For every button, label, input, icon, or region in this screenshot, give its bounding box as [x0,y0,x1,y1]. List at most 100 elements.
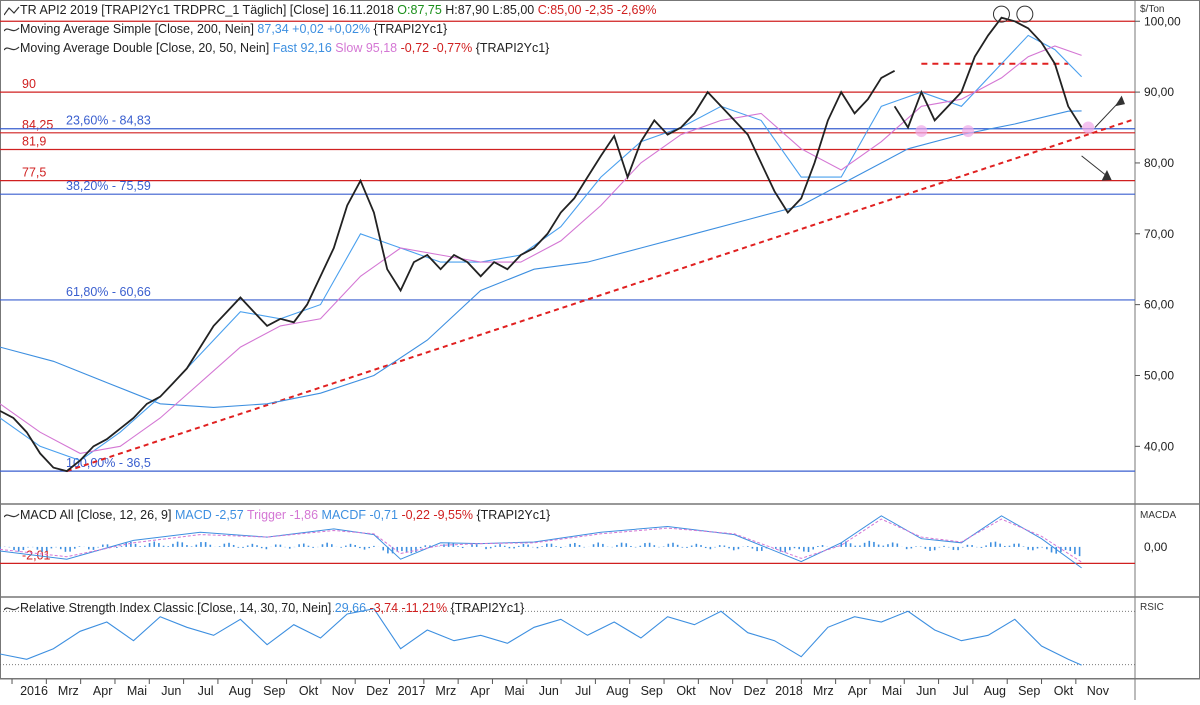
x-tick-label: Jun [161,684,181,698]
high-low-value: H:87,90 L:85,00 [445,3,535,17]
slow-ma-line [0,45,1082,454]
arrow-down-head [1101,170,1112,181]
x-tick-label: Aug [229,684,251,698]
x-tick-label: 2016 [20,684,48,698]
x-tick-label: Mai [882,684,902,698]
x-tick-label: Okt [676,684,696,698]
close-value: C:85,00 -2,35 -2,69% [537,3,657,17]
y-tick-label: 50,00 [1144,368,1174,382]
macd-tick-label: 0,00 [1144,540,1168,554]
mad-ric: {TRAPI2Yc1} [475,41,550,55]
x-tick-label: Apr [848,684,867,698]
y-tick-label: 80,00 [1144,156,1174,170]
wave-indicator-icon [4,513,20,518]
price-line [893,16,1083,130]
x-tick-label: Sep [263,684,285,698]
macd-change: -0,22 -9,55% [401,508,474,522]
trendline [66,118,1136,473]
price-unit-label: $/Ton [1140,4,1164,15]
double-top-marker [992,5,1010,23]
rsi-unit-label: RSIC [1140,602,1164,613]
rsi-change: -3,74 -11,21% [369,601,448,615]
trigger-line [0,518,1082,563]
sma-ric: {TRAPI2Yc1} [373,22,448,36]
x-tick-label: 2017 [398,684,426,698]
x-tick-label: Jul [198,684,214,698]
x-tick-label: Mrz [435,684,456,698]
x-tick-label: Aug [984,684,1006,698]
level-label: 90 [22,77,36,91]
level-label: 23,60% - 84,83 [66,114,151,128]
x-tick-label: Aug [606,684,628,698]
x-tick-label: Jul [575,684,591,698]
macdf-value: MACDF -0,71 [321,508,398,522]
macd-value: MACD -2,57 [174,508,244,522]
sma-header: Moving Average Simple [Close, 200, Nein]… [4,22,447,36]
macd-header: MACD All [Close, 12, 26, 9] MACD -2,57 T… [4,508,550,522]
level-label: 38,20% - 75,59 [66,179,151,193]
sma-label: Moving Average Simple [Close, 200, Nein] [20,22,254,36]
x-tick-label: Jul [953,684,969,698]
x-tick-label: Okt [1054,684,1074,698]
open-value: O:87,75 [397,3,442,17]
rsi-value: 29,66 [334,601,367,615]
level-label: 100,00% - 36,5 [66,456,151,470]
support-touch-marker [915,125,928,138]
level-label: 61,80% - 60,66 [66,285,151,299]
mad-label: Moving Average Double [Close, 20, 50, Ne… [20,41,270,55]
x-tick-label: Nov [709,684,732,698]
rsi-label: Relative Strength Index Classic [Close, … [20,601,332,615]
mad-fast: Fast 92,16 [272,41,332,55]
level-label: 77,5 [22,166,46,180]
trigger-value: Trigger -1,86 [246,508,319,522]
y-tick-label: 100,00 [1144,14,1181,28]
arrow-down-line [1081,155,1109,178]
macd-line [0,515,1082,569]
y-tick-label: 70,00 [1144,227,1174,241]
x-tick-label: Nov [332,684,355,698]
x-tick-label: Mai [127,684,147,698]
price-header: TR API2 2019 [TRAPI2Yc1 TRDPRC_1 Täglich… [4,3,657,17]
x-tick-label: Dez [744,684,766,698]
line-indicator-icon [4,6,20,16]
macd-ric: {TRAPI2Yc1} [476,508,551,522]
macd-histogram [0,540,1081,557]
x-tick-label: Okt [299,684,319,698]
support-touch-marker [962,125,975,138]
x-tick-label: Apr [470,684,489,698]
mad-slow: Slow 95,18 [335,41,398,55]
level-label: 84,25 [22,118,53,132]
x-tick-label: Sep [641,684,663,698]
sma-line [0,110,1082,408]
rsi-line [0,608,1082,666]
rsi-ric: {TRAPI2Yc1} [450,601,525,615]
arrow-up-head [1114,95,1125,107]
x-tick-label: Nov [1087,684,1110,698]
y-tick-label: 90,00 [1144,85,1174,99]
y-tick-label: 40,00 [1144,439,1174,453]
rsi-header: Relative Strength Index Classic [Close, … [4,601,524,615]
mad-header: Moving Average Double [Close, 20, 50, Ne… [4,41,549,55]
x-tick-label: Apr [93,684,112,698]
price-title: TR API2 2019 [TRAPI2Yc1 TRDPRC_1 Täglich… [20,3,394,17]
chart-frame [0,0,1200,679]
level-label: 81,9 [22,134,46,148]
x-tick-label: Jun [916,684,936,698]
x-tick-label: Mrz [813,684,834,698]
wave-indicator-icon [4,46,20,51]
x-tick-label: Jun [539,684,559,698]
macd-label: MACD All [Close, 12, 26, 9] [20,508,172,522]
x-tick-label: Sep [1018,684,1040,698]
support-touch-marker [1082,121,1095,134]
y-tick-label: 60,00 [1144,298,1174,312]
double-top-marker [1016,5,1034,23]
wave-indicator-icon [4,606,20,611]
x-tick-label: Mai [504,684,524,698]
wave-indicator-icon [4,27,20,32]
mad-change: -0,72 -0,77% [400,41,473,55]
sma-value: 87,34 +0,02 +0,02% [257,22,371,36]
x-tick-label: Dez [366,684,388,698]
macd-unit-label: MACDA [1140,510,1176,521]
